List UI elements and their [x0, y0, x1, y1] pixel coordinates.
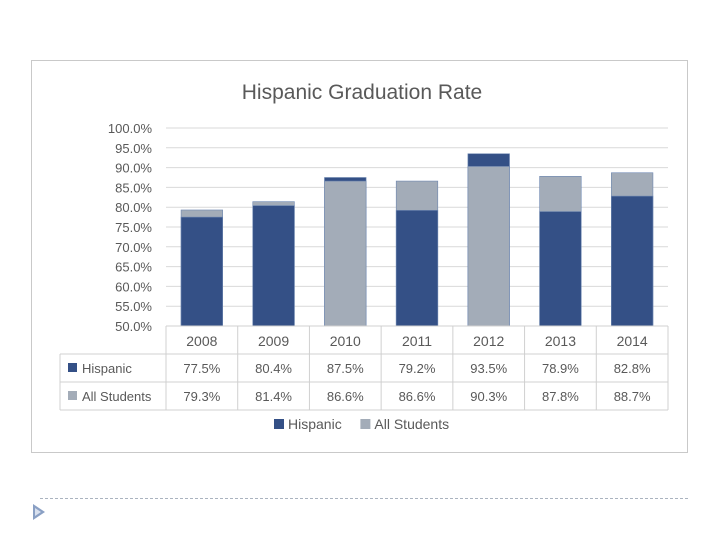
x-category-label: 2013 [545, 333, 576, 349]
bar-hispanic [252, 205, 295, 327]
x-category-label: 2009 [258, 333, 289, 349]
x-category-label: 2012 [473, 333, 504, 349]
data-value-label: 80.4% [255, 361, 292, 376]
data-value-label: 90.3% [470, 389, 507, 404]
x-category-label: 2010 [330, 333, 361, 349]
table-legend-key [68, 391, 77, 400]
x-category-label: 2008 [186, 333, 217, 349]
data-value-label: 87.5% [327, 361, 364, 376]
legend-swatch [360, 419, 371, 429]
legend: Hispanic All Students [274, 416, 449, 432]
bar-all-students [467, 166, 510, 327]
y-tick-label: 100.0% [108, 121, 153, 136]
y-tick-label: 80.0% [115, 200, 152, 215]
y-tick-label: 70.0% [115, 240, 152, 255]
series-name-label: All Students [82, 389, 152, 404]
bar-hispanic [180, 216, 223, 327]
y-tick-label: 50.0% [115, 319, 152, 334]
data-value-label: 81.4% [255, 389, 292, 404]
bar-hispanic [395, 210, 439, 327]
slide-divider [40, 498, 688, 499]
slide-bullet-arrow-icon [33, 504, 45, 520]
y-tick-label: 90.0% [115, 161, 152, 176]
bar-hispanic [611, 195, 654, 327]
table-legend-key [68, 363, 77, 372]
y-tick-label: 60.0% [115, 279, 152, 294]
data-value-label: 93.5% [470, 361, 507, 376]
x-category-label: 2014 [617, 333, 648, 349]
bar-all-students [324, 180, 367, 327]
chart-svg: Hispanic Graduation Rate 50.0% 55.0% 60.0%… [59, 81, 669, 432]
data-value-label: 86.6% [327, 389, 364, 404]
y-tick-label: 85.0% [115, 180, 152, 195]
chart-frame: Hispanic Graduation Rate 50.0% 55.0% 60.0%… [31, 60, 688, 453]
data-value-label: 79.3% [183, 389, 220, 404]
bar-hispanic [539, 211, 582, 327]
legend-label: Hispanic [288, 416, 342, 432]
data-value-label: 88.7% [614, 389, 651, 404]
data-value-label: 78.9% [542, 361, 579, 376]
x-category-label: 2011 [402, 333, 432, 349]
legend-swatch [274, 419, 284, 429]
y-tick-label: 95.0% [115, 141, 152, 156]
legend-label: All Students [374, 416, 449, 432]
y-tick-label: 65.0% [115, 260, 152, 275]
data-value-label: 87.8% [542, 389, 579, 404]
y-axis-ticks: 50.0% 55.0% 60.0% 65.0% 70.0% 75.0% 80.0% 85.0%… [108, 121, 153, 334]
chart-title: Hispanic Graduation Rate [242, 81, 482, 104]
data-table: 2008 2009 2010 2011 2012 2013 2014 Hispanic 77.5… [59, 325, 669, 411]
data-value-label: 79.2% [399, 361, 436, 376]
data-value-label: 86.6% [399, 389, 436, 404]
y-tick-label: 75.0% [115, 220, 152, 235]
bars [180, 153, 654, 327]
y-tick-label: 55.0% [115, 299, 152, 314]
data-value-label: 77.5% [183, 361, 220, 376]
data-value-label: 82.8% [614, 361, 651, 376]
series-name-label: Hispanic [82, 361, 132, 376]
